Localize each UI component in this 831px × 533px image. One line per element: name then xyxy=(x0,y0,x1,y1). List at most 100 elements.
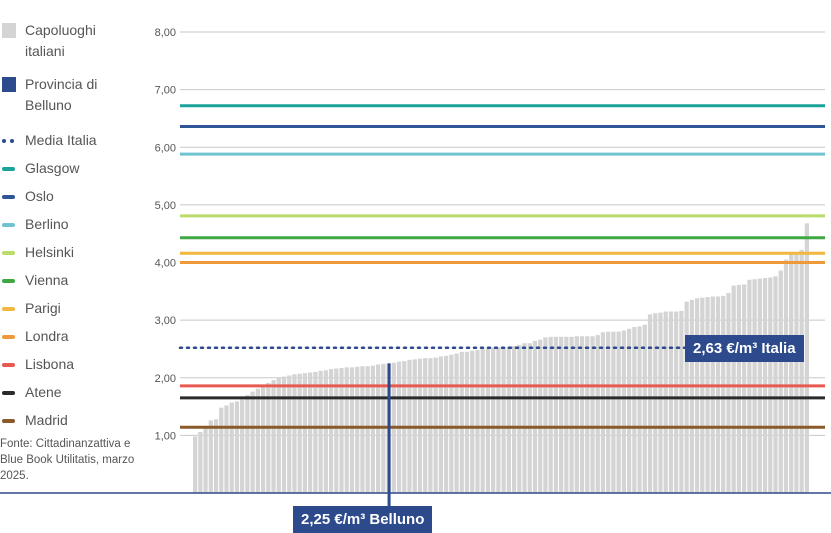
bar xyxy=(276,377,281,493)
bar xyxy=(522,343,527,493)
legend-label: Helsinki xyxy=(25,244,75,260)
bar xyxy=(355,366,360,493)
legend-line-icon xyxy=(2,223,15,227)
bar xyxy=(213,419,219,493)
bar xyxy=(302,373,308,493)
dotted-line-icon xyxy=(2,139,18,143)
legend-line-icon xyxy=(2,279,15,283)
bar xyxy=(789,253,794,493)
bar xyxy=(679,310,684,493)
bar xyxy=(517,344,522,493)
bar xyxy=(543,337,548,493)
bar xyxy=(642,324,647,493)
bar xyxy=(203,427,208,493)
bar xyxy=(548,336,553,493)
bar xyxy=(736,284,742,493)
bar xyxy=(600,332,606,493)
bar xyxy=(318,370,323,493)
bar xyxy=(663,311,668,493)
bar xyxy=(794,252,799,493)
bar xyxy=(632,327,637,493)
bar xyxy=(506,346,511,493)
bar xyxy=(443,355,449,493)
bar xyxy=(281,376,287,493)
bar xyxy=(647,314,653,493)
bar xyxy=(266,382,271,493)
bar xyxy=(569,336,574,493)
legend-swatch-icon xyxy=(2,23,16,38)
bar xyxy=(360,366,365,493)
bar xyxy=(590,336,595,493)
bar xyxy=(731,285,736,493)
y-tick-label: 2,00 xyxy=(155,373,176,385)
bar xyxy=(694,298,700,493)
bar xyxy=(219,407,224,493)
y-tick-label: 3,00 xyxy=(155,315,176,327)
legend-line-icon xyxy=(2,419,15,423)
bar xyxy=(496,347,501,493)
bar xyxy=(428,358,433,493)
bar xyxy=(323,370,328,493)
legend-label: Glasgow xyxy=(25,160,80,176)
y-tick-label: 5,00 xyxy=(155,200,176,212)
bar xyxy=(464,351,470,493)
bar xyxy=(700,297,705,493)
bar xyxy=(799,249,804,493)
bar xyxy=(271,380,276,493)
bar xyxy=(626,328,632,493)
source-note: Fonte: Cittadinanzattiva e Blue Book Uti… xyxy=(0,438,135,482)
legend-line-icon xyxy=(2,167,15,171)
bar xyxy=(287,375,292,493)
legend-line-icon xyxy=(2,195,15,199)
legend-line-icon xyxy=(2,335,15,339)
bar xyxy=(365,366,370,493)
y-tick-label: 8,00 xyxy=(155,27,176,39)
bar xyxy=(454,353,459,493)
bar xyxy=(574,336,579,493)
bar xyxy=(433,357,438,493)
bar xyxy=(229,402,234,493)
legend-label: Atene xyxy=(25,384,62,400)
bar xyxy=(804,223,809,493)
bar xyxy=(611,331,616,493)
bar xyxy=(606,331,611,493)
legend-line-icon xyxy=(2,391,15,395)
bar xyxy=(260,385,266,493)
legend-label: Oslo xyxy=(25,188,54,204)
bar xyxy=(559,336,564,493)
bar xyxy=(532,340,538,493)
legend-swatch-icon xyxy=(2,77,16,92)
bar xyxy=(328,369,334,493)
legend-label: Madrid xyxy=(25,412,68,428)
bar xyxy=(715,296,721,493)
bar xyxy=(721,295,726,493)
bar xyxy=(553,336,559,493)
legend-label: Berlino xyxy=(25,216,69,232)
bar xyxy=(449,354,454,493)
bar xyxy=(224,405,229,493)
bar xyxy=(501,347,506,493)
bar xyxy=(245,395,250,493)
bar xyxy=(674,311,679,493)
bar xyxy=(637,326,642,493)
bar xyxy=(459,351,464,493)
bar xyxy=(308,372,313,493)
bar xyxy=(778,270,783,493)
legend-label: Lisbona xyxy=(25,356,75,372)
bar xyxy=(250,391,255,493)
bar xyxy=(297,373,302,493)
legend-line-icon xyxy=(2,307,15,311)
bar xyxy=(742,284,747,493)
bar xyxy=(349,367,355,493)
bar xyxy=(334,368,339,493)
bar xyxy=(668,311,674,493)
bar xyxy=(726,293,731,493)
legend-line-icon xyxy=(2,251,15,255)
y-tick-label: 1,00 xyxy=(155,430,176,442)
legend-label: Londra xyxy=(25,328,69,344)
legend-label: Provincia di Belluno xyxy=(25,76,98,113)
belluno-callout: 2,25 €/m³ Belluno xyxy=(293,506,433,533)
bar xyxy=(313,371,318,493)
bar xyxy=(616,331,621,493)
bar xyxy=(344,367,349,493)
